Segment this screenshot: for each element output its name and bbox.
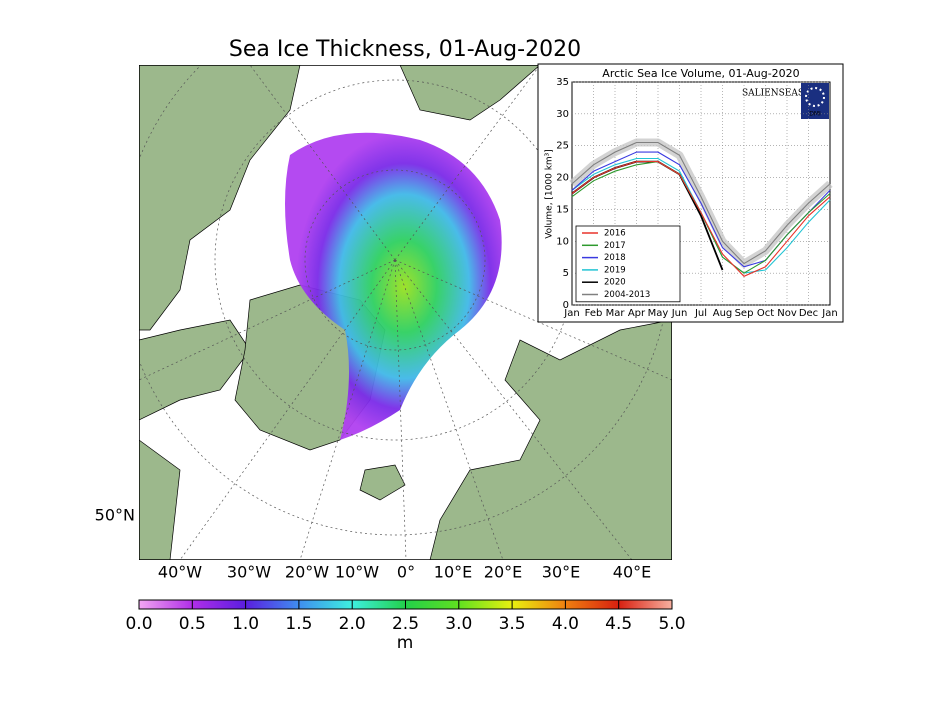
logo-badge (801, 83, 829, 119)
x-tick-label: Jan (821, 308, 837, 319)
siberia (399, 65, 541, 121)
colorbar-tick-label: 3.5 (499, 614, 526, 634)
lon-label: 10°W (335, 563, 379, 582)
legend-label: 2017 (604, 241, 626, 251)
legend-label: 2018 (604, 253, 626, 263)
x-tick-label: Sep (735, 308, 754, 319)
y-tick-label: 10 (556, 236, 569, 247)
ice-cover (285, 132, 502, 440)
map-title: Sea Ice Thickness, 01-Aug-2020 (229, 37, 581, 62)
y-tick-label: 5 (563, 268, 569, 279)
x-tick-label: Jul (694, 308, 707, 319)
y-axis-label: Volume, [1000 km³] (545, 149, 555, 239)
x-tick-label: Dec (799, 308, 818, 319)
lon-label: 40°W (158, 563, 202, 582)
colorbar-tick-label: 4.5 (605, 614, 632, 634)
canada (139, 65, 301, 331)
colorbar-tick-label: 2.5 (392, 614, 419, 634)
iceland (359, 464, 406, 501)
legend-label: 2019 (604, 265, 626, 275)
y-tick-label: 20 (556, 173, 569, 184)
y-tick-label: 35 (556, 77, 569, 88)
series-line (571, 141, 831, 265)
legend-label: 2004-2013 (604, 290, 650, 300)
colorbar-tick-label: 2.0 (339, 614, 366, 634)
legend-label: 2020 (604, 278, 626, 288)
inset-chart: Arctic Sea Ice Volume, 01-Aug-2020 Volum… (537, 63, 844, 323)
lon-label: 0° (397, 563, 415, 582)
x-tick-label: Jan (563, 308, 579, 319)
legend-label: 2016 (604, 229, 626, 239)
colorbar-tick-label: 4.0 (552, 614, 579, 634)
x-tick-label: Feb (585, 308, 603, 319)
colorbar-tick-label: 3.0 (445, 614, 472, 634)
colorbar-label: m (397, 633, 414, 653)
newfoundland (139, 439, 181, 560)
x-tick-label: Nov (777, 308, 797, 319)
x-tick-label: May (648, 308, 669, 319)
y-tick-label: 25 (556, 141, 569, 152)
colorbar-tick-label: 1.5 (285, 614, 312, 634)
x-tick-label: Apr (628, 308, 646, 319)
colorbar-tick-label: 1.0 (232, 614, 259, 634)
lon-label: 30°E (542, 563, 580, 582)
inset-title: Arctic Sea Ice Volume, 01-Aug-2020 (602, 67, 799, 80)
map-labels: 40°W 30°W 20°W 10°W 0° 10°E 20°E 30°E 40°E 50°N (95, 506, 652, 582)
x-tick-label: Oct (757, 308, 774, 319)
labrador (139, 319, 251, 421)
x-tick-label: Jun (671, 308, 688, 319)
lon-label: 30°W (227, 563, 271, 582)
y-tick-label: 15 (556, 204, 569, 215)
colorbar-axis: 0.0 0.5 1.0 1.5 2.0 2.5 3.0 3.5 4.0 4.5 5.0 (125, 600, 686, 634)
x-tick-label: Mar (606, 308, 626, 319)
lat-label: 50°N (95, 506, 135, 525)
colorbar-tick-label: 5.0 (658, 614, 685, 634)
series-line (571, 161, 831, 277)
lon-label: 20°E (484, 563, 522, 582)
legend-box (575, 225, 681, 303)
x-tick-label: Aug (713, 308, 733, 319)
y-tick-label: 30 (556, 109, 569, 120)
y-tick-label: 0 (563, 300, 569, 311)
colorbar-tick-label: 0.0 (125, 614, 152, 634)
lon-label: 10°E (434, 563, 472, 582)
europe-russia (429, 319, 672, 560)
lon-label: 40°E (613, 563, 651, 582)
logo-text: SALIENSEAS (742, 89, 804, 99)
logo-ring (805, 87, 825, 107)
lon-label: 20°W (285, 563, 329, 582)
colorbar-tick-label: 0.5 (179, 614, 206, 634)
